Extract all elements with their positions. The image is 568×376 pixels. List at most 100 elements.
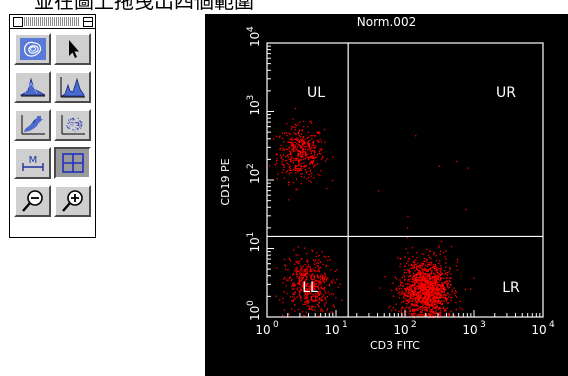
event-dot <box>303 120 305 123</box>
event-dot <box>319 283 321 285</box>
event-dot <box>296 274 298 276</box>
event-dot <box>317 304 319 306</box>
3d-histogram-tool[interactable] <box>14 71 51 103</box>
histogram-tool[interactable] <box>54 71 91 103</box>
event-dot <box>438 287 440 289</box>
event-dot <box>306 293 308 296</box>
event-dot <box>319 278 322 280</box>
event-dot <box>421 306 423 308</box>
event-dot <box>428 313 430 316</box>
event-dot <box>311 122 313 124</box>
y-tick-exponent: 3 <box>246 95 256 101</box>
event-dot <box>403 293 405 295</box>
event-dot <box>432 276 434 278</box>
event-dot <box>433 312 436 315</box>
event-dot <box>315 285 317 287</box>
close-box-icon[interactable] <box>13 17 23 27</box>
event-dot <box>430 298 432 301</box>
event-dot <box>330 311 332 313</box>
event-dot <box>415 268 418 270</box>
event-dot <box>432 279 434 281</box>
event-dot <box>419 292 421 294</box>
event-dot <box>307 299 309 301</box>
event-dot <box>303 273 305 275</box>
dot-plot-tool[interactable] <box>54 109 91 141</box>
event-dot <box>413 261 415 264</box>
event-dot <box>411 300 413 303</box>
event-dot <box>284 265 287 267</box>
event-dot <box>437 275 440 277</box>
event-dot <box>319 150 321 153</box>
event-dot <box>408 298 410 300</box>
event-dot <box>429 279 431 281</box>
event-dot <box>413 290 415 292</box>
event-dot <box>297 170 299 173</box>
event-dot <box>304 292 306 294</box>
event-dot <box>287 184 290 186</box>
event-dot <box>309 150 311 152</box>
event-dot <box>434 273 436 276</box>
event-dot <box>445 294 448 296</box>
event-dot <box>326 264 328 267</box>
event-dot <box>449 280 451 283</box>
event-dot <box>315 296 317 298</box>
event-dot <box>307 264 310 266</box>
event-dot <box>301 138 303 140</box>
marker-tool[interactable]: M <box>14 147 51 179</box>
event-dot <box>426 289 428 291</box>
event-dot <box>312 250 314 253</box>
contour-plot-tool[interactable] <box>14 33 51 65</box>
event-dot <box>440 315 442 317</box>
event-dot <box>315 297 317 299</box>
event-dot <box>414 299 417 301</box>
event-dot <box>436 294 438 296</box>
event-dot <box>292 118 294 120</box>
event-dot <box>309 169 312 171</box>
event-dot <box>298 282 300 284</box>
zoom-in-tool[interactable] <box>54 185 91 217</box>
event-dot <box>456 296 458 298</box>
collapse-box-icon[interactable] <box>83 17 93 27</box>
event-dot <box>320 281 322 283</box>
event-dot <box>314 284 316 287</box>
event-dot <box>286 134 288 137</box>
event-dot <box>299 295 301 297</box>
event-dot <box>398 288 401 290</box>
density-plot-icon <box>21 115 45 135</box>
event-dot <box>419 276 422 278</box>
event-dot <box>438 245 440 247</box>
event-dot <box>439 297 441 299</box>
drag-grip-icon[interactable] <box>24 17 79 26</box>
palette-titlebar[interactable] <box>10 15 95 29</box>
quadrant-tool[interactable] <box>54 147 91 179</box>
event-dot <box>432 286 434 288</box>
event-dot <box>426 294 429 296</box>
density-plot-tool[interactable] <box>14 109 51 141</box>
event-dot <box>317 292 319 294</box>
event-dot <box>310 291 313 293</box>
event-dot <box>430 281 432 283</box>
event-dot <box>304 290 307 293</box>
event-dot <box>298 275 300 277</box>
event-dot <box>434 289 436 291</box>
event-dot <box>302 303 304 306</box>
event-dot <box>403 295 405 297</box>
event-dot <box>429 287 431 289</box>
event-dot <box>298 144 300 146</box>
event-dot <box>400 281 403 284</box>
event-dot <box>294 129 296 131</box>
plot-frame <box>266 42 544 318</box>
event-dot <box>433 275 435 278</box>
event-dot <box>412 284 414 286</box>
zoom-out-tool[interactable] <box>14 185 51 217</box>
event-dot <box>421 278 423 280</box>
event-dot <box>317 276 319 278</box>
event-dot <box>283 154 285 156</box>
event-dot <box>295 261 297 263</box>
event-dot <box>412 272 415 274</box>
event-dot <box>290 151 292 153</box>
event-dot <box>439 301 441 303</box>
pointer-tool[interactable] <box>54 33 91 65</box>
event-dot <box>318 301 320 303</box>
